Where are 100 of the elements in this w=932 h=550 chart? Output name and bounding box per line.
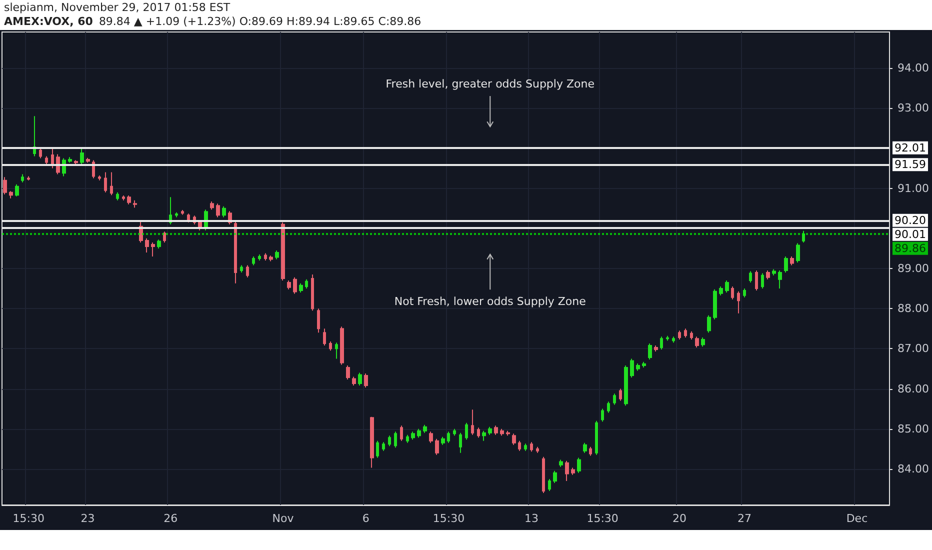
candlestick: [695, 336, 699, 348]
candlestick: [477, 427, 480, 438]
candlestick: [790, 256, 794, 266]
candlestick: [494, 425, 498, 436]
candlestick: [690, 330, 693, 340]
candlestick: [684, 328, 687, 338]
candlestick: [252, 256, 255, 266]
candlestick: [358, 372, 362, 386]
candlestick: [642, 361, 646, 368]
candlestick: [275, 250, 279, 260]
y-tick-label: 87.00: [898, 342, 930, 356]
candlestick: [9, 190, 13, 199]
y-tick-label: 93.00: [898, 102, 930, 115]
y-tick-label: 85.00: [898, 422, 930, 436]
annotation: Not Fresh, lower odds Supply Zone: [394, 295, 586, 308]
candlestick: [607, 401, 610, 414]
candlestick: [453, 428, 456, 436]
candlestick: [542, 456, 545, 494]
candlestick: [394, 431, 397, 448]
candlestick: [441, 436, 445, 446]
candlestick: [512, 433, 516, 446]
candlestick: [423, 424, 427, 434]
annotation: Fresh level, greater odds Supply Zone: [386, 78, 595, 91]
candlestick: [145, 238, 149, 253]
candlestick: [151, 242, 155, 257]
candlestick: [772, 268, 776, 276]
candlestick: [471, 409, 474, 436]
ref-line-label: 91.59: [894, 158, 926, 172]
ref-line-label: 89.86: [894, 242, 926, 255]
candlestick: [163, 231, 166, 243]
candlestick: [518, 440, 521, 452]
candlestick: [27, 176, 30, 181]
candlestick: [269, 255, 273, 262]
x-tick-label: 27: [738, 512, 752, 525]
candlestick: [187, 213, 190, 223]
candlestick: [802, 230, 805, 243]
candlestick: [559, 459, 563, 468]
candlestick: [660, 336, 663, 350]
y-tick-label: 94.00: [898, 62, 930, 75]
candlestick: [719, 286, 723, 296]
candlestick: [15, 184, 19, 197]
candlestick: [21, 174, 24, 183]
candlestick: [737, 290, 740, 314]
x-tick-label: 26: [164, 512, 178, 525]
candlestick: [157, 239, 161, 249]
x-tick-label: 20: [672, 512, 686, 525]
candlestick: [400, 425, 403, 442]
candlestick: [68, 156, 72, 164]
candlestick: [761, 272, 764, 290]
candlestick: [317, 308, 320, 334]
candlestick: [624, 365, 628, 406]
candlestick: [45, 156, 48, 165]
y-tick-label: 84.00: [898, 462, 930, 476]
candlestick: [411, 431, 415, 440]
y-tick-label: 89.00: [898, 262, 930, 275]
candlestick: [654, 344, 658, 352]
candlestick: [376, 440, 379, 458]
candlestick: [352, 376, 356, 386]
x-tick-label: 23: [80, 512, 95, 525]
candlestick: [601, 408, 604, 422]
candlestick: [329, 340, 332, 352]
candlestick: [281, 222, 285, 282]
candlestick: [287, 280, 291, 290]
candlestick: [701, 336, 705, 348]
candlestick: [51, 148, 54, 169]
candlestick: [210, 201, 214, 210]
candlestick: [264, 252, 267, 261]
candlestick: [672, 336, 675, 344]
candlestick: [743, 288, 746, 298]
candlestick: [731, 286, 734, 300]
candlestick: [524, 443, 527, 452]
candlestick: [589, 446, 592, 456]
candlestick: [110, 172, 113, 196]
candlestick: [80, 148, 84, 165]
chart-title: AMEX:VOX, 60: [4, 15, 93, 28]
candlestick: [796, 242, 800, 263]
candlestick: [565, 460, 569, 482]
candlestick: [755, 270, 758, 292]
candlestick: [725, 280, 729, 294]
candlestick: [577, 457, 581, 474]
x-tick-label: 15:30: [586, 512, 618, 525]
candlestick: [707, 314, 711, 334]
candlestick: [417, 428, 421, 438]
candlestick: [335, 342, 338, 360]
candlestick: [613, 393, 616, 406]
candlestick: [548, 478, 551, 492]
candlestick: [98, 175, 101, 181]
candlestick: [406, 434, 409, 444]
candlestick: [500, 428, 504, 436]
candlestick: [459, 432, 462, 454]
candlestick: [175, 212, 178, 218]
candlestick: [778, 270, 782, 290]
candlestick: [749, 270, 752, 284]
candlestick: [364, 373, 368, 388]
candlestick: [222, 206, 226, 218]
candlestick: [619, 388, 622, 402]
x-tick-label: 6: [362, 512, 370, 525]
candlestick: [630, 358, 634, 378]
candlestick: [33, 116, 36, 157]
y-tick-label: 86.00: [898, 382, 930, 396]
